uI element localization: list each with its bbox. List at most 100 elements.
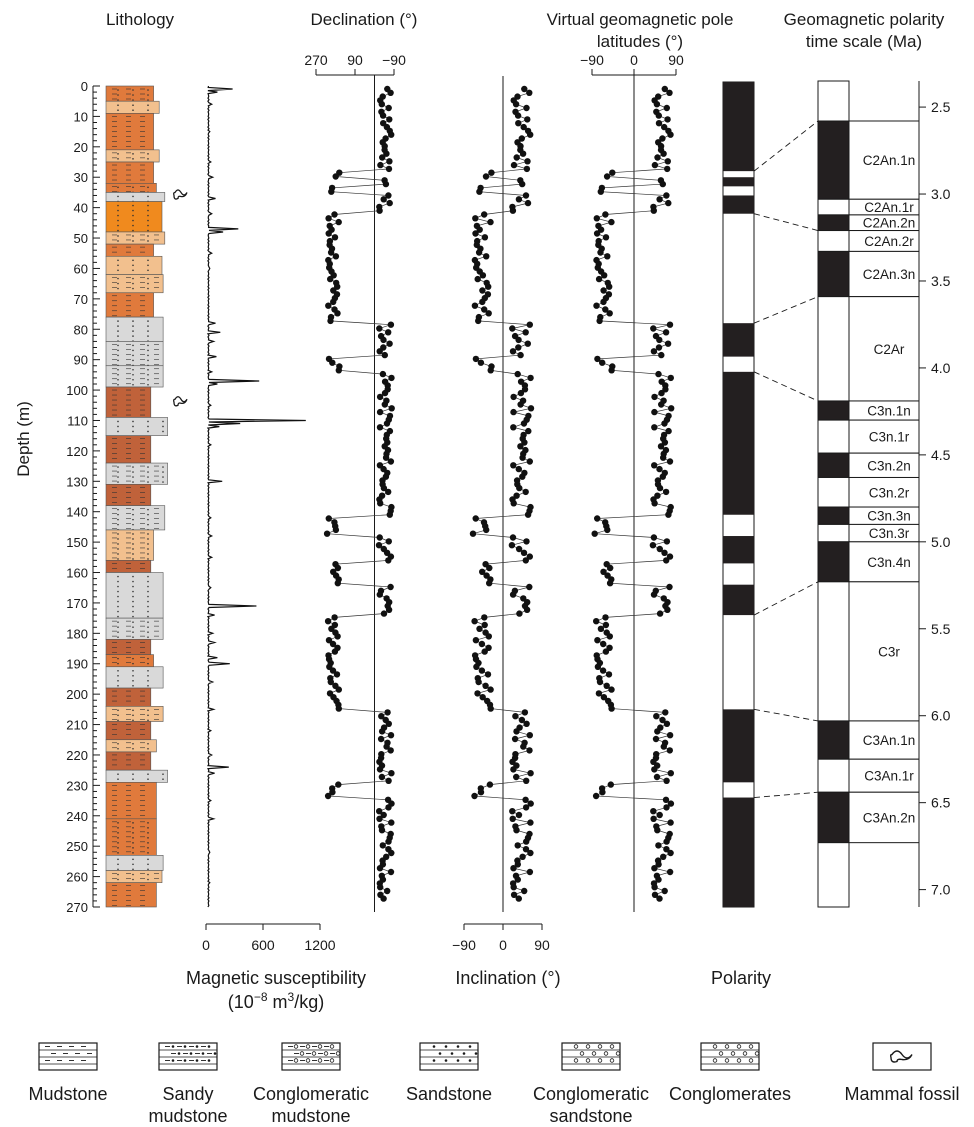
litho-texture-dot [147, 104, 149, 107]
litho-texture-dot [132, 674, 134, 677]
litho-layer [105, 149, 160, 163]
inclination-x-tick-label: 90 [534, 937, 550, 953]
swatch-dot [748, 1058, 754, 1063]
vgp-point [658, 351, 665, 359]
vgp-point [606, 633, 613, 640]
inclination-point [486, 580, 493, 587]
litho-texture-dot [117, 378, 119, 381]
declination-point [324, 792, 332, 800]
litho-texture-dot [132, 229, 134, 232]
vgp-point [597, 188, 604, 195]
litho-texture-dot [117, 325, 119, 327]
depth-tick-label: 240 [66, 809, 88, 824]
inclination-point [522, 192, 530, 199]
inclination-point [483, 253, 490, 260]
declination-point [377, 735, 385, 743]
swatch-dot [317, 1044, 323, 1049]
vgp-point [599, 789, 606, 796]
declination-point [385, 777, 392, 784]
litho-texture-dot [117, 104, 119, 107]
declination-point [387, 747, 394, 754]
gpts-chron-block [817, 523, 850, 543]
declination-point [335, 367, 342, 374]
litho-texture-dot [147, 269, 149, 272]
declination-point [376, 534, 383, 541]
litho-texture-dot [147, 858, 149, 861]
gpts-chron-label: C2An.1r [864, 200, 914, 215]
litho-texture-dot [132, 425, 134, 428]
inclination-point [521, 439, 528, 446]
litho-texture-dot [132, 508, 134, 511]
litho-texture-dot [162, 481, 164, 483]
declination-point [327, 317, 334, 325]
gpts-chron-label: C2An.1n [863, 153, 916, 168]
litho-layer [105, 386, 152, 418]
vgp-point [662, 796, 670, 803]
vgp-point [663, 538, 671, 545]
declination-point [379, 154, 386, 161]
polarity-normal-zone [723, 584, 754, 616]
litho-texture-dot [132, 240, 134, 242]
litho-texture-dot [132, 778, 134, 780]
swatch-dot [585, 1044, 591, 1049]
vgp-point [666, 458, 674, 465]
declination-point [376, 325, 383, 332]
gpts-chron-block [817, 581, 850, 722]
litho-texture-dot [117, 878, 119, 881]
vgp-point [664, 158, 671, 165]
inclination-point [514, 112, 522, 119]
inclination-point [509, 815, 516, 822]
inclination-point [522, 488, 529, 496]
sus-x-tick-label: 600 [251, 937, 275, 953]
inclination-point [510, 393, 517, 401]
inclination-point [482, 173, 490, 180]
litho-texture-dot [147, 368, 149, 371]
inclination-point [510, 884, 517, 891]
litho-texture-dot [132, 636, 134, 638]
declination-point [376, 865, 384, 872]
vgp-point [659, 135, 666, 142]
litho-texture-dot [132, 430, 134, 433]
vgp-point [662, 709, 669, 716]
litho-texture-dot [147, 600, 149, 603]
vgp-point [651, 891, 659, 898]
litho-texture-dot [132, 287, 134, 290]
depth-tick-label: 150 [66, 535, 88, 550]
litho-layer [105, 316, 164, 342]
vgp-point [655, 861, 662, 868]
litho-texture-dot [117, 709, 119, 712]
litho-texture-dot [147, 158, 149, 160]
inclination-point [485, 633, 492, 640]
swatch-dot [615, 1051, 621, 1056]
litho-texture-dot [132, 773, 134, 775]
litho-texture-dot [132, 868, 134, 871]
mammal-fossil-icon [173, 189, 188, 200]
mudstone-swatch [38, 1042, 98, 1071]
inclination-point [475, 678, 482, 686]
inclination-point [524, 116, 531, 123]
inclination-point [527, 819, 534, 826]
declination-point [380, 484, 388, 492]
litho-layer [105, 231, 166, 245]
litho-texture-dot [147, 89, 149, 91]
swatch-dot [335, 1051, 341, 1056]
litho-texture-dot [147, 610, 149, 613]
declination-point [379, 370, 387, 378]
legend-label: mudstone [271, 1106, 350, 1126]
vgp-point [656, 610, 664, 617]
declination-point [325, 215, 332, 222]
litho-texture-dot [117, 508, 119, 511]
swatch-dot [177, 1052, 181, 1055]
vgp-point [660, 743, 667, 750]
inclination-point [513, 154, 520, 161]
litho-texture-dot [132, 709, 134, 712]
litho-texture-dot [117, 533, 119, 535]
inclination-point [475, 317, 482, 325]
inclination-point [526, 732, 533, 739]
litho-texture-dot [117, 186, 119, 189]
declination-point [378, 101, 385, 108]
litho-texture-dot [147, 214, 149, 217]
declination-point [380, 336, 387, 344]
litho-texture-dot [147, 430, 149, 433]
